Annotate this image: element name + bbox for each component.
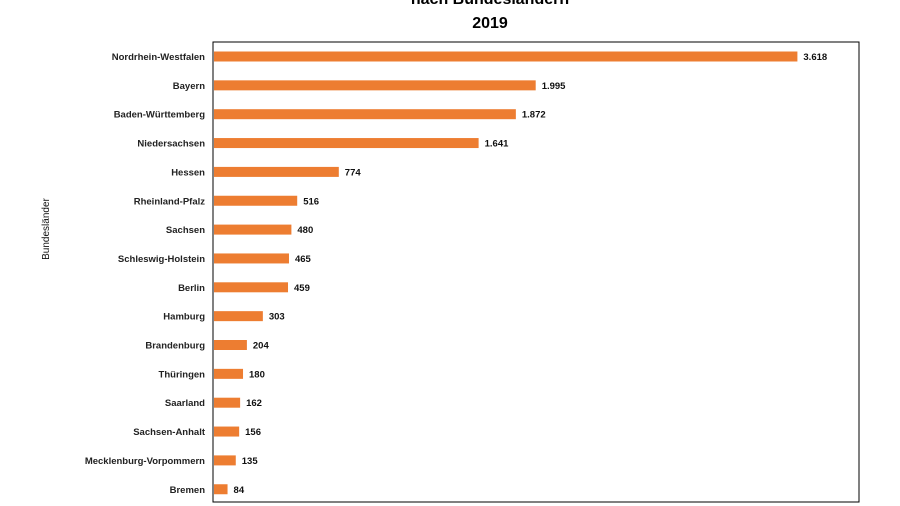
bar — [214, 195, 298, 206]
data-label: 180 — [249, 369, 265, 380]
bars-group: Nordrhein-Westfalen 3.618 Bayern 1.995 Baden… — [85, 51, 827, 496]
bar — [214, 397, 241, 408]
category-label: Bayern — [173, 81, 205, 92]
bar — [214, 166, 339, 177]
category-label: Brandenburg — [145, 341, 205, 352]
bar — [214, 340, 247, 350]
chart-title: nach Bundesländern — [411, 0, 569, 8]
data-label: 3.618 — [803, 52, 827, 63]
category-label: Baden-Württemberg — [114, 110, 206, 121]
category-label: Hessen — [171, 167, 205, 178]
bar — [214, 80, 536, 91]
category-label: Saarland — [165, 398, 205, 409]
data-label: 156 — [245, 427, 261, 438]
data-label: 204 — [253, 341, 270, 352]
bar — [214, 455, 236, 466]
data-label: 1.995 — [542, 81, 566, 92]
category-label: Berlin — [178, 283, 205, 294]
data-label: 135 — [242, 456, 259, 467]
category-label: Niedersachsen — [137, 139, 205, 150]
plot-area-frame — [212, 41, 860, 503]
bar — [214, 109, 516, 120]
bar — [214, 138, 479, 149]
data-label: 1.641 — [485, 139, 509, 150]
category-label: Sachsen-Anhalt — [133, 427, 206, 438]
y-axis-label: Bundesländer — [41, 197, 52, 259]
data-label: 162 — [246, 398, 262, 409]
data-label: 459 — [294, 283, 310, 294]
category-label: Sachsen — [166, 225, 205, 236]
data-label: 84 — [234, 485, 245, 496]
data-label: 465 — [295, 254, 312, 265]
data-label: 1.872 — [522, 110, 546, 121]
chart-subtitle: 2019 — [472, 15, 508, 32]
category-label: Hamburg — [163, 312, 205, 323]
bar — [214, 51, 798, 62]
category-label: Rheinland-Pfalz — [134, 196, 206, 207]
category-label: Schleswig-Holstein — [118, 254, 205, 265]
data-label: 516 — [303, 196, 319, 207]
bar — [214, 484, 228, 495]
bar — [214, 253, 289, 264]
category-label: Thüringen — [159, 369, 206, 380]
bar — [214, 426, 240, 437]
data-label: 774 — [345, 167, 362, 178]
category-label: Bremen — [170, 485, 206, 496]
data-label: 303 — [269, 312, 285, 323]
category-label: Mecklenburg-Vorpommern — [85, 456, 205, 467]
data-label: 480 — [297, 225, 313, 236]
bar — [214, 282, 289, 293]
bar — [214, 311, 263, 322]
category-label: Nordrhein-Westfalen — [112, 52, 205, 63]
bar — [214, 368, 244, 379]
bar — [214, 224, 292, 235]
